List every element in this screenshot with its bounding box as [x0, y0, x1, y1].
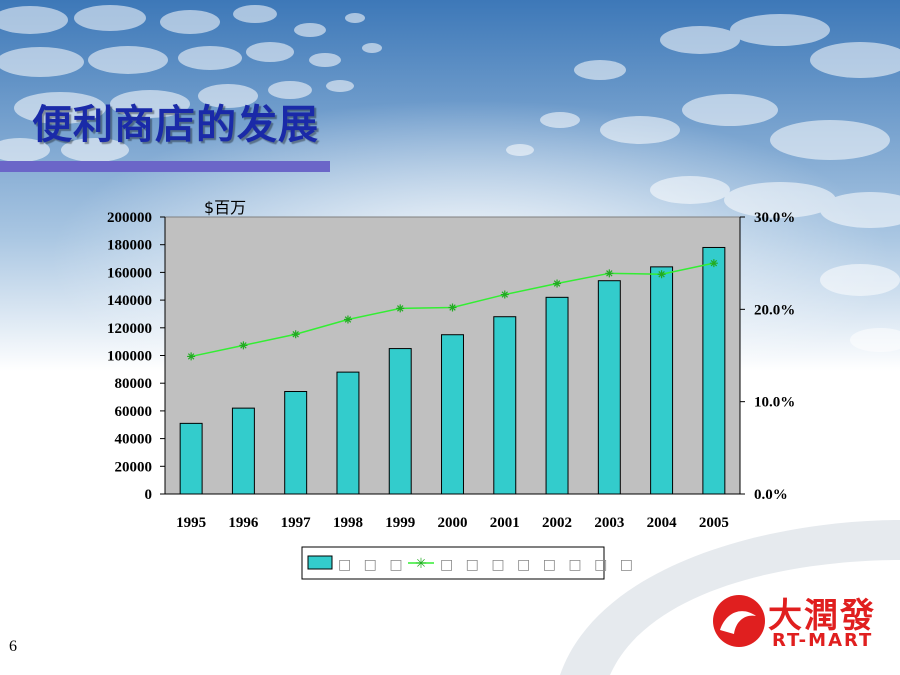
y-left-tick-label: 180000 [107, 238, 152, 254]
y-left-tick-label: 40000 [115, 432, 153, 448]
rate-point [343, 315, 352, 324]
x-tick-label: 2004 [647, 515, 678, 531]
legend-entry-line: □ □ □ □ □ □ □ □ [440, 557, 637, 573]
y-left-tick-label: 140000 [107, 293, 152, 309]
rate-point [605, 269, 614, 278]
x-tick-label: 1997 [281, 515, 312, 531]
rate-point [709, 259, 718, 268]
x-tick-label: 1996 [228, 515, 259, 531]
background-dot [268, 81, 312, 99]
y-left-tick-label: 20000 [115, 459, 153, 475]
logo-chinese-name: 大潤發 [768, 596, 876, 636]
x-tick-label: 2002 [542, 515, 572, 531]
title-underline [0, 161, 330, 172]
x-tick-label: 2005 [699, 515, 729, 531]
background-dot [74, 5, 146, 31]
background-dot [0, 47, 84, 77]
x-tick-label: 1999 [385, 515, 415, 531]
background-dot [850, 328, 900, 352]
y-left-unit-label: $百万 [204, 198, 246, 217]
background-dot [246, 42, 294, 62]
background-dot [61, 138, 129, 162]
bar [493, 316, 517, 495]
bar [284, 391, 308, 495]
rate-point [291, 330, 300, 339]
page-title: 便利商店的发展 [32, 102, 319, 148]
rate-point [553, 279, 562, 288]
rate-point [396, 304, 405, 313]
background-dot [326, 80, 354, 92]
bar [179, 422, 203, 495]
y-left-tick-label: 80000 [115, 376, 153, 392]
bar [545, 296, 569, 495]
legend-box [301, 546, 605, 580]
background-dot [345, 13, 365, 23]
background-dot [198, 84, 258, 108]
y-left-tick-label: 60000 [115, 404, 153, 420]
background-dot [233, 5, 277, 23]
x-tick-label: 1995 [176, 515, 206, 531]
bar [388, 348, 412, 495]
background-dot [362, 43, 382, 53]
y-left-tick-label: 160000 [107, 265, 152, 281]
background-dot [810, 42, 900, 78]
logo-english-name: RT-MART [772, 630, 874, 651]
bar [650, 266, 674, 495]
y-left-tick-label: 120000 [107, 321, 152, 337]
background-dot [0, 6, 68, 34]
rate-point [500, 290, 509, 299]
background-dot [770, 120, 890, 160]
rt-mart-logo: 大潤發 RT-MART [712, 588, 888, 656]
bar [441, 334, 464, 495]
legend-entry-bar: □ □ □ [338, 557, 407, 573]
y-left-tick-label: 0 [145, 487, 153, 503]
legend-line-marker: ✳ [415, 556, 427, 572]
logo-mark [713, 595, 765, 647]
rate-point [448, 303, 457, 312]
background-dot [88, 46, 168, 74]
bar [336, 371, 360, 495]
page-number: 6 [9, 638, 17, 655]
y-right-tick-label: 0.0% [754, 487, 788, 503]
background-dot [178, 46, 242, 70]
y-right-tick-label: 10.0% [754, 395, 795, 411]
x-tick-label: 2001 [490, 515, 520, 531]
background-dot [110, 90, 190, 118]
rate-point [657, 270, 666, 279]
background-dot [682, 94, 778, 126]
rate-point [187, 352, 196, 361]
bar [702, 246, 726, 495]
bar [597, 280, 621, 495]
rate-point [239, 341, 248, 350]
background-dot [660, 26, 740, 54]
legend-bar-swatch [307, 555, 333, 570]
background-dot [309, 53, 341, 67]
x-tick-label: 1998 [333, 515, 363, 531]
legend: □ □ □ ✳ □ □ □ □ □ □ □ □ [301, 546, 637, 580]
background-dot [160, 10, 220, 34]
background-dot [0, 138, 50, 162]
y-right-tick-label: 20.0% [754, 302, 795, 318]
background-dot [294, 23, 326, 37]
bar [231, 407, 255, 495]
background-dot [730, 14, 830, 46]
y-left-tick-label: 100000 [107, 349, 152, 365]
x-tick-label: 2003 [594, 515, 624, 531]
y-right-tick-label: 30.0% [754, 210, 795, 226]
y-left-tick-label: 200000 [107, 210, 152, 226]
background-dot [14, 92, 106, 124]
background-dot [574, 60, 626, 80]
x-tick-label: 2000 [438, 515, 468, 531]
